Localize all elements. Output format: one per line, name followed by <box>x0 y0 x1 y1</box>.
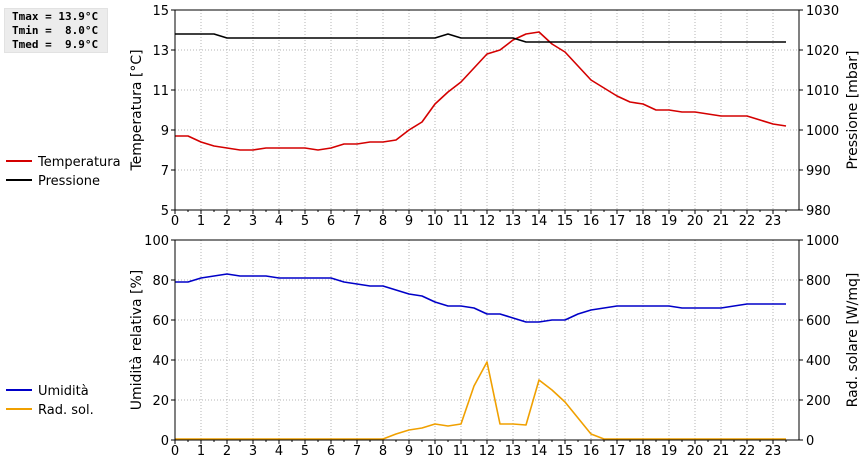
chart1-y2label: Pressione [mbar] <box>845 50 860 169</box>
chart1-grid <box>175 10 799 210</box>
chart1-xtick-label: 10 <box>427 214 444 229</box>
chart2-ytick-label: 100 <box>144 234 169 249</box>
chart2-xtick-label: 19 <box>661 444 678 459</box>
chart2-xtick-label: 0 <box>171 444 179 459</box>
chart2-ytick-label: 60 <box>152 314 169 329</box>
chart1-ytick-label: 9 <box>161 124 169 139</box>
chart2-xtick-label: 21 <box>713 444 730 459</box>
chart2-xtick-label: 12 <box>479 444 496 459</box>
chart1-ytick-label: 15 <box>152 4 169 19</box>
chart1-xtick-label: 12 <box>479 214 496 229</box>
chart1-xtick-label: 1 <box>197 214 205 229</box>
chart2-legend: Umidità Rad. sol. <box>6 384 94 418</box>
chart1-xtick-label: 3 <box>249 214 257 229</box>
chart2-xtick-label: 1 <box>197 444 205 459</box>
chart1-xtick-label: 16 <box>583 214 600 229</box>
chart2-xtick-label: 5 <box>301 444 309 459</box>
chart2-y2tick-label: 600 <box>806 314 831 329</box>
chart1-ytick-label: 11 <box>152 84 169 99</box>
chart1-ytick-label: 5 <box>161 204 169 219</box>
chart1-ytick-label: 7 <box>161 164 169 179</box>
chart2-xtick-label: 14 <box>531 444 548 459</box>
chart2-ytick-label: 0 <box>161 434 169 449</box>
chart2-series <box>175 273 786 440</box>
chart1-y2tick-label: 1030 <box>806 4 839 19</box>
chart2-xtick-label: 8 <box>379 444 387 459</box>
chart1-series <box>175 31 787 151</box>
chart2-xtick-label: 9 <box>405 444 413 459</box>
chart1-legend: Temperatura Pressione <box>6 155 121 189</box>
chart2-xtick-label: 10 <box>427 444 444 459</box>
chart2-xtick-label: 20 <box>687 444 704 459</box>
chart1-y2tick-label: 1020 <box>806 44 839 59</box>
chart1-y2tick-label: 980 <box>806 204 831 219</box>
series-line-temperatura <box>175 31 787 151</box>
chart1-ticks: 0 1 2 3 4 5 6 7 8 9 10 11 12 13 14 15 16 17 18 19 20 21 22 2357… <box>152 4 839 229</box>
stat-tmed: Tmed = 9.9°C <box>12 38 99 51</box>
chart2-xtick-label: 23 <box>765 444 782 459</box>
chart1-xtick-label: 6 <box>327 214 335 229</box>
stats-box: Tmax = 13.9°C Tmin = 8.0°C Tmed = 9.9°C <box>4 8 108 53</box>
chart1-xtick-label: 0 <box>171 214 179 229</box>
chart1-xtick-label: 4 <box>275 214 283 229</box>
chart1-xtick-label: 13 <box>505 214 522 229</box>
chart2-y2tick-label: 1000 <box>806 234 839 249</box>
chart2-y2tick-label: 400 <box>806 354 831 369</box>
chart1-xtick-label: 5 <box>301 214 309 229</box>
chart1-xtick-label: 17 <box>609 214 626 229</box>
chart2-xtick-label: 17 <box>609 444 626 459</box>
chart1-xtick-label: 11 <box>453 214 470 229</box>
chart2-ticks: 0 1 2 3 4 5 6 7 8 9 10 11 12 13 14 15 16 17 18 19 20 21 22 2302… <box>144 234 839 459</box>
chart1-y2tick-label: 1000 <box>806 124 839 139</box>
chart1-ytick-label: 13 <box>152 44 169 59</box>
chart2-xtick-label: 4 <box>275 444 283 459</box>
chart2-y2tick-label: 800 <box>806 274 831 289</box>
chart1-xtick-label: 7 <box>353 214 361 229</box>
legend-humidity-label: Umidità <box>38 384 89 399</box>
stat-tmin: Tmin = 8.0°C <box>12 24 99 37</box>
chart2-xtick-label: 6 <box>327 444 335 459</box>
legend-radiation-label: Rad. sol. <box>38 403 94 418</box>
legend-pressure-label: Pressione <box>38 174 100 189</box>
chart1-xtick-label: 2 <box>223 214 231 229</box>
chart2-xtick-label: 18 <box>635 444 652 459</box>
chart2-grid <box>175 240 799 440</box>
chart1-xtick-label: 9 <box>405 214 413 229</box>
chart1-xtick-label: 14 <box>531 214 548 229</box>
chart2-xtick-label: 22 <box>739 444 756 459</box>
chart2-xtick-label: 16 <box>583 444 600 459</box>
chart1-xtick-label: 22 <box>739 214 756 229</box>
chart1-xtick-label: 8 <box>379 214 387 229</box>
chart1-ylabel: Temperatura [°C] <box>129 49 145 171</box>
chart2-ytick-label: 40 <box>152 354 169 369</box>
chart2-y2label: Rad. solare [W/mq] <box>845 273 860 408</box>
chart2-y2tick-label: 200 <box>806 394 831 409</box>
stat-tmax: Tmax = 13.9°C <box>12 10 99 23</box>
chart1-xtick-label: 21 <box>713 214 730 229</box>
chart2-xtick-label: 3 <box>249 444 257 459</box>
chart1-xtick-label: 19 <box>661 214 678 229</box>
chart2-xtick-label: 13 <box>505 444 522 459</box>
chart1-y2tick-label: 990 <box>806 164 831 179</box>
chart1-xtick-label: 18 <box>635 214 652 229</box>
chart1-xtick-label: 20 <box>687 214 704 229</box>
humidity-radiation-chart: 0 1 2 3 4 5 6 7 8 9 10 11 12 13 14 15 16 17 18 19 20 21 22 2302… <box>6 234 860 459</box>
legend-temperature-label: Temperatura <box>37 155 121 170</box>
series-line-umidit <box>175 273 786 323</box>
chart1-y2tick-label: 1010 <box>806 84 839 99</box>
chart2-xtick-label: 15 <box>557 444 574 459</box>
chart2-ytick-label: 80 <box>152 274 169 289</box>
series-line-rad-sol <box>175 361 786 440</box>
chart2-ytick-label: 20 <box>152 394 169 409</box>
chart2-xtick-label: 7 <box>353 444 361 459</box>
chart1-xtick-label: 23 <box>765 214 782 229</box>
chart2-xtick-label: 11 <box>453 444 470 459</box>
series-line-pressione <box>175 33 786 43</box>
chart1-xtick-label: 15 <box>557 214 574 229</box>
chart2-y2tick-label: 0 <box>806 434 814 449</box>
chart2-xtick-label: 2 <box>223 444 231 459</box>
temperature-pressure-chart: 0 1 2 3 4 5 6 7 8 9 10 11 12 13 14 15 16 17 18 19 20 21 22 2357… <box>6 4 860 229</box>
chart2-ylabel: Umidità relativa [%] <box>129 270 145 411</box>
